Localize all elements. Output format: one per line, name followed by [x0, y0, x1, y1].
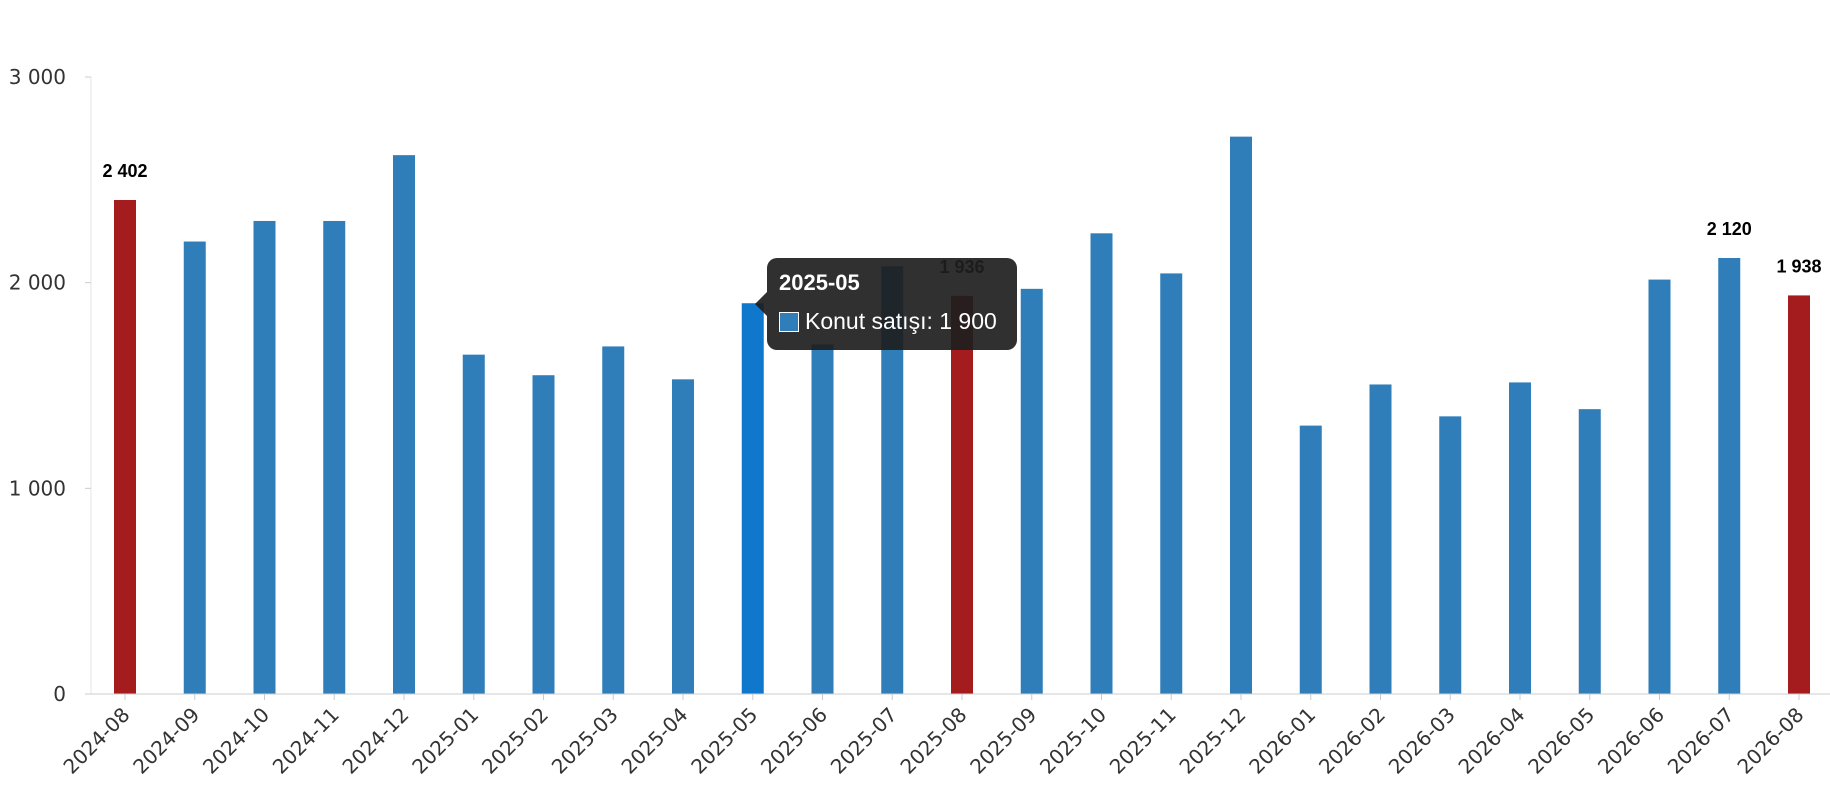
data-label-2026-08: 1 938	[1776, 256, 1821, 276]
bar-2024-11[interactable]	[323, 220, 346, 694]
bar-2025-07[interactable]	[881, 266, 904, 694]
tooltip-row: Konut satışı: 1 900	[779, 308, 1005, 335]
bar-2025-09[interactable]	[1020, 288, 1043, 694]
x-tick-label: 2026-02	[1314, 703, 1390, 779]
bar-2025-11[interactable]	[1160, 273, 1183, 694]
x-tick-label: 2026-08	[1732, 703, 1808, 779]
y-axis: 0 1 000 2 000 3 000	[9, 65, 92, 706]
x-tick-label: 2025-03	[547, 703, 623, 779]
bar-2025-06[interactable]	[811, 344, 834, 694]
y-tick-label: 0	[53, 682, 66, 706]
bar-2024-08[interactable]	[114, 199, 136, 695]
x-tick-label: 2026-05	[1523, 703, 1599, 779]
x-tick-label: 2024-11	[268, 703, 344, 779]
tooltip-title: 2025-05	[779, 270, 860, 295]
y-tick-label: 1 000	[9, 476, 66, 500]
x-tick-label: 2025-02	[477, 703, 553, 779]
x-tick-label: 2025-12	[1174, 703, 1250, 779]
bar-2024-12[interactable]	[393, 155, 415, 695]
x-tick-label: 2025-01	[407, 703, 483, 779]
tooltip-text: Konut satışı: 1 900	[805, 308, 997, 334]
x-tick-label: 2026-06	[1593, 703, 1669, 779]
x-tick-label: 2025-09	[965, 703, 1041, 779]
x-tick-label: 2024-08	[58, 703, 134, 779]
bar-2026-08[interactable]	[1788, 295, 1810, 694]
x-tick-label: 2024-10	[198, 703, 274, 779]
x-tick-label: 2025-11	[1105, 703, 1181, 779]
tooltip: 2025-05 Konut satışı: 1 900	[755, 258, 1017, 350]
y-tick-label: 3 000	[9, 65, 66, 89]
bars-group	[114, 136, 1810, 695]
x-tick-label: 2025-04	[616, 703, 692, 779]
bar-2025-08[interactable]	[951, 295, 973, 694]
bar-2026-02[interactable]	[1369, 384, 1392, 694]
bar-2025-10[interactable]	[1090, 233, 1113, 694]
bar-2024-09[interactable]	[183, 241, 206, 695]
data-label-2026-07: 2 120	[1707, 219, 1752, 239]
bar-2025-03[interactable]	[602, 346, 625, 694]
data-label-2024-08: 2 402	[102, 161, 147, 181]
x-tick-label: 2026-03	[1384, 703, 1460, 779]
bar-2026-03[interactable]	[1439, 416, 1462, 694]
tooltip-arrow	[755, 292, 767, 316]
bar-2026-07[interactable]	[1718, 257, 1741, 694]
bar-2026-04[interactable]	[1509, 382, 1531, 694]
bar-2025-04[interactable]	[672, 379, 694, 694]
x-tick-label: 2026-01	[1244, 703, 1320, 779]
bar-2026-05[interactable]	[1578, 409, 1601, 694]
x-tick-label: 2026-04	[1453, 703, 1529, 779]
bar-2025-01[interactable]	[462, 354, 485, 694]
bar-2026-06[interactable]	[1648, 279, 1671, 694]
x-tick-label: 2024-09	[128, 703, 204, 779]
x-tick-label: 2025-05	[686, 703, 762, 779]
x-tick-label: 2025-08	[895, 703, 971, 779]
x-tick-label: 2024-12	[337, 703, 413, 779]
y-tick-label: 2 000	[9, 271, 66, 295]
x-tick-label: 2026-07	[1663, 703, 1739, 779]
x-axis: 2024-082024-092024-102024-112024-122025-…	[58, 693, 1830, 779]
x-tick-label: 2025-07	[826, 703, 902, 779]
x-tick-label: 2025-10	[1035, 703, 1111, 779]
bar-2025-12[interactable]	[1230, 136, 1252, 695]
bar-2025-05[interactable]	[741, 303, 764, 694]
x-tick-label: 2025-06	[756, 703, 832, 779]
bar-2026-01[interactable]	[1299, 425, 1322, 694]
bar-2025-02[interactable]	[532, 375, 555, 694]
tooltip-swatch	[779, 311, 799, 332]
bar-2024-10[interactable]	[253, 220, 276, 694]
